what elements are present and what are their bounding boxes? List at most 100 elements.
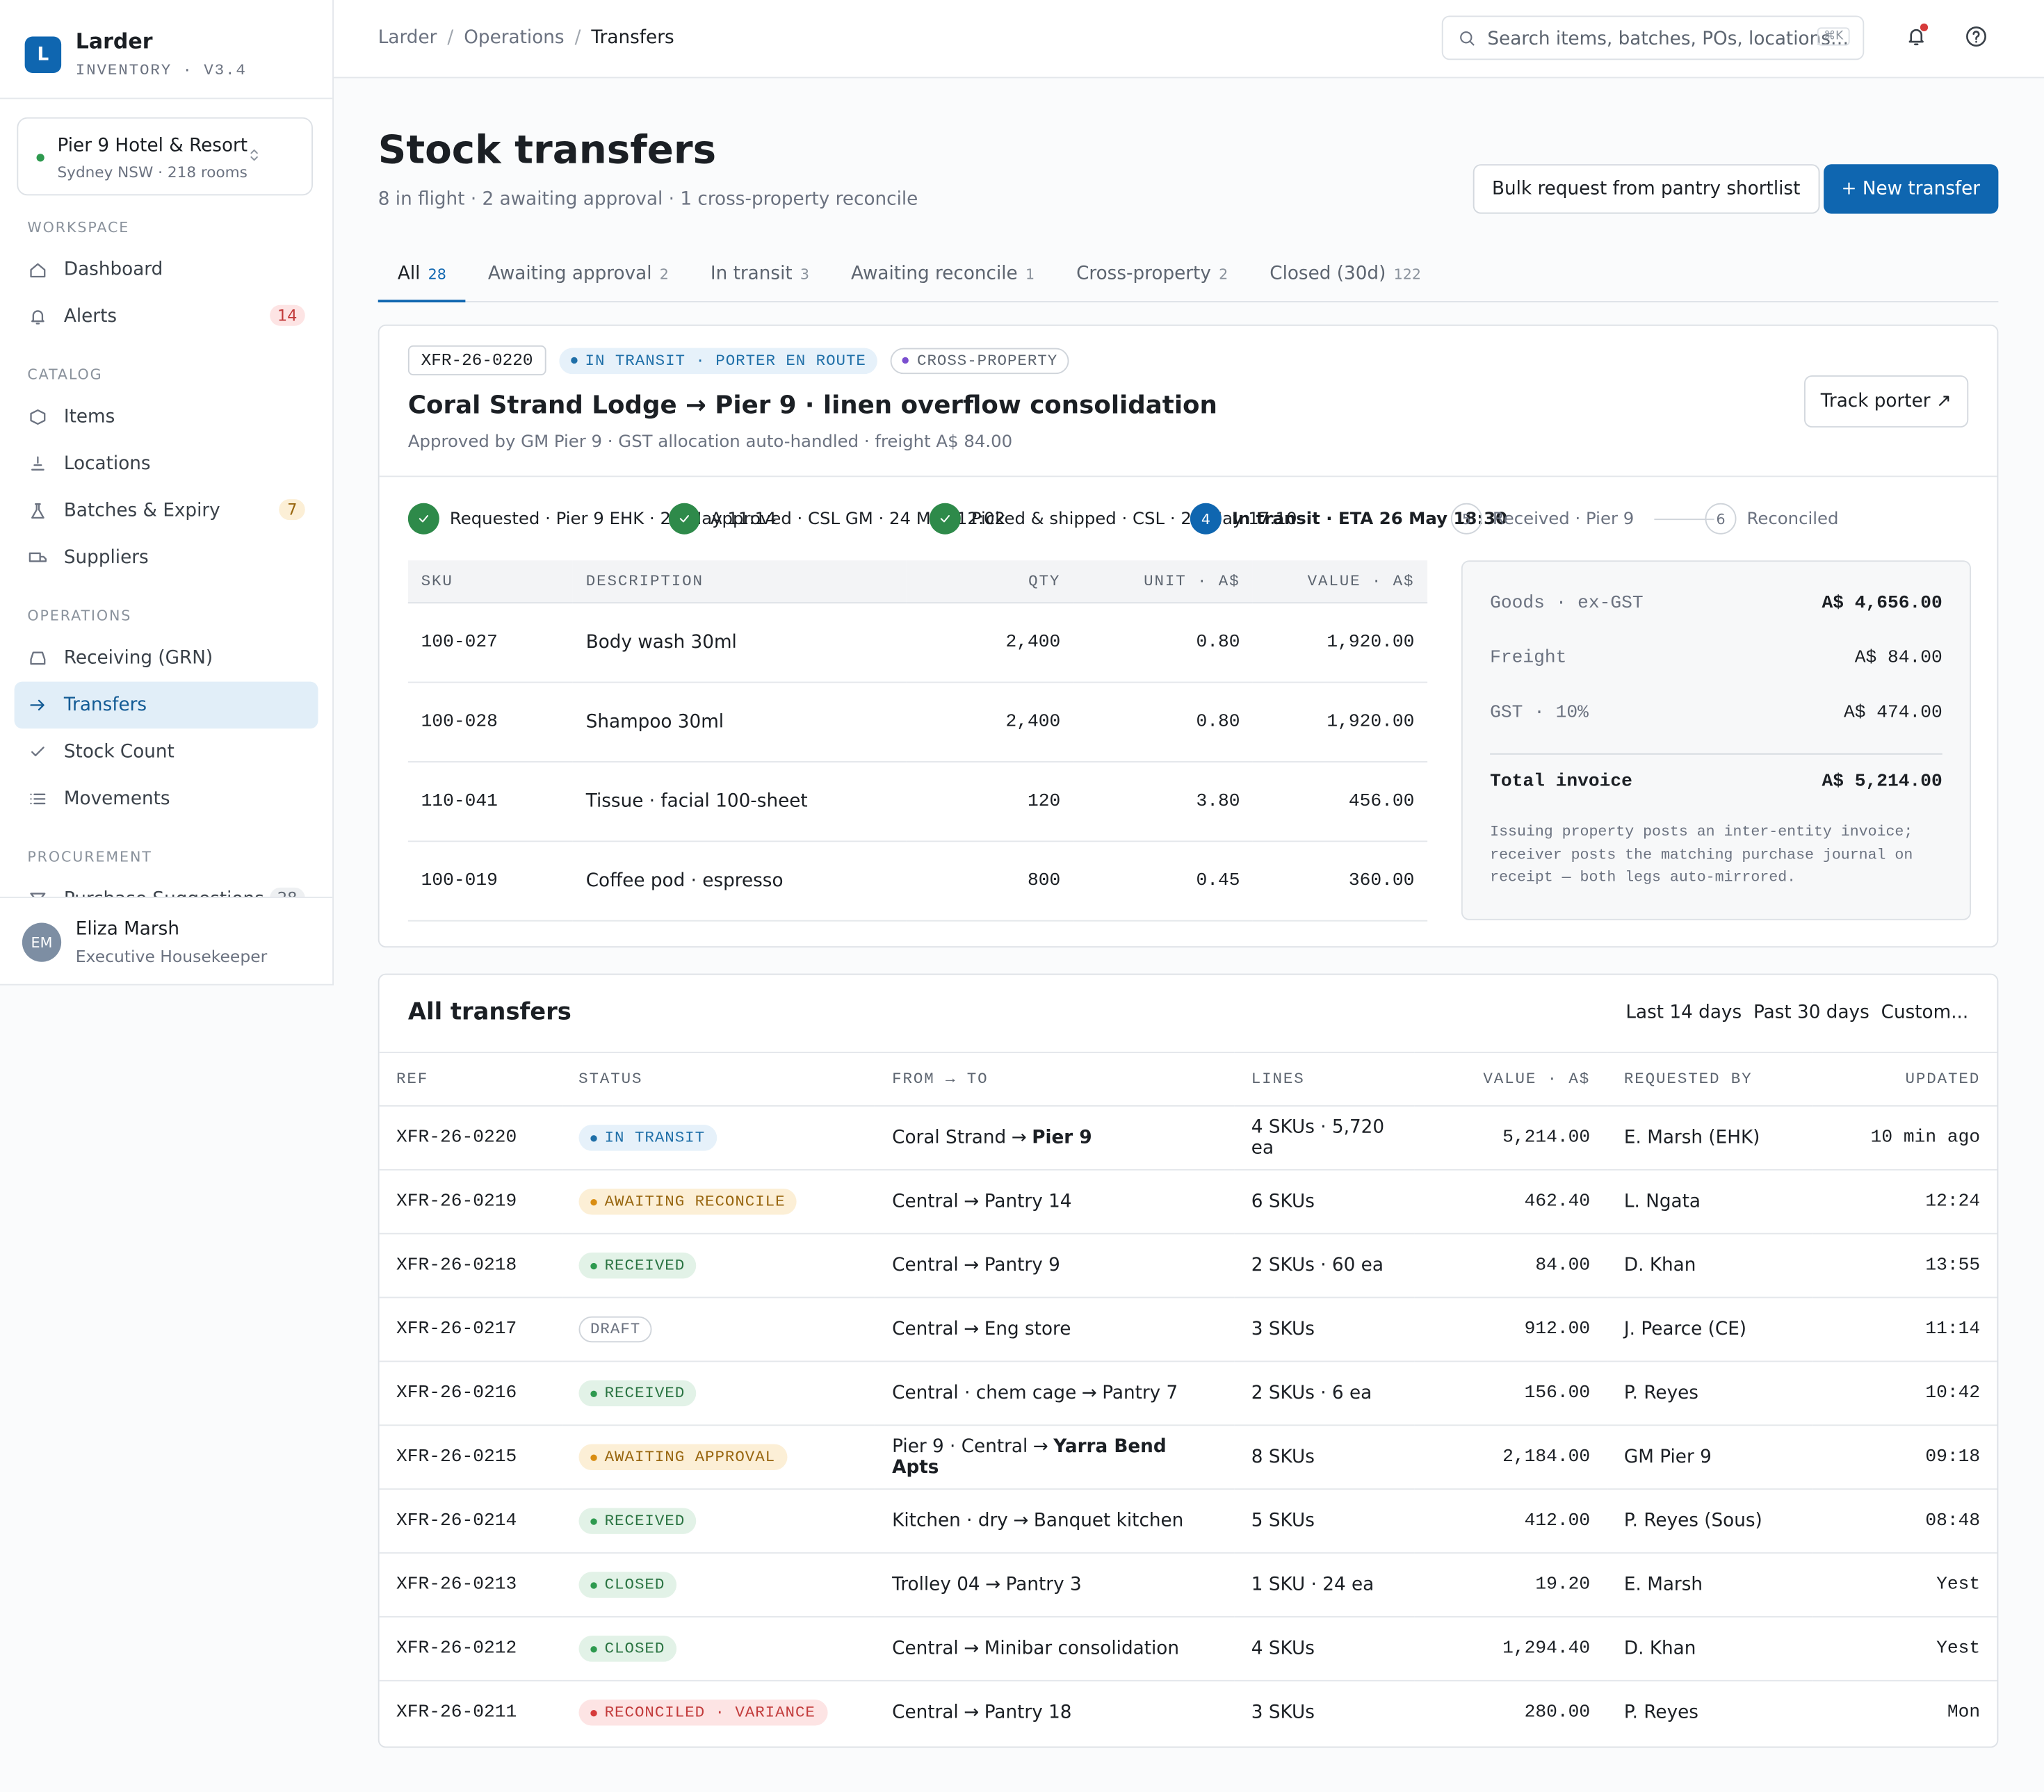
nav-label: Stock Count	[63, 741, 175, 763]
summary-row: Freight A$ 84.00	[1490, 631, 1942, 686]
requested-by: J. Pearce (CE)	[1607, 1297, 1812, 1362]
nav-label: Items	[63, 407, 115, 427]
status: AWAITING RECONCILE	[561, 1169, 875, 1235]
tab[interactable]: In transit 3	[691, 245, 829, 302]
nav-icon	[31, 747, 44, 756]
range-option[interactable]: Last 14 days	[1625, 1002, 1742, 1023]
tab[interactable]: Closed (30d) 122	[1250, 245, 1441, 302]
status-text: RECEIVED	[604, 1384, 686, 1403]
nav-item[interactable]: Receiving (GRN)	[15, 635, 318, 682]
breadcrumb-item[interactable]: Larder	[378, 27, 437, 49]
status-pill: CLOSED	[578, 1572, 677, 1598]
check	[679, 515, 689, 523]
route: Central → Pantry 9	[875, 1233, 1235, 1298]
tab[interactable]: All 28	[378, 245, 467, 302]
route-to: Pantry 3	[1005, 1574, 1082, 1595]
value: 912.00	[1413, 1297, 1607, 1362]
check	[419, 515, 428, 523]
column-header: DESCRIPTION	[572, 560, 906, 604]
nav-item[interactable]: Purchase Suggestions 28	[15, 876, 318, 897]
route-from: Kitchen · dry	[892, 1510, 1008, 1532]
cell: 1,920.00	[1253, 603, 1428, 683]
nav-icon	[30, 263, 46, 278]
nav-item[interactable]: Stock Count	[15, 728, 318, 776]
brand-name: Larder	[75, 28, 153, 54]
breadcrumb-item[interactable]: Operations	[464, 27, 565, 49]
cell: 100-028	[407, 682, 573, 763]
transfer-row[interactable]: XFR-26-0220 IN TRANSIT Coral Strand → Pier 9…	[379, 1105, 1997, 1171]
nav-item[interactable]: Locations	[15, 441, 318, 488]
route-from: Pier 9 · Central	[892, 1436, 1028, 1458]
transfer-row[interactable]: XFR-26-0214 RECEIVED Kitchen · dry → Banquet…	[379, 1489, 1997, 1554]
nav-item[interactable]: Suppliers	[15, 535, 318, 582]
spacer	[0, 340, 332, 356]
step-label: Requested · Pier 9 EHK · 24 May 11:14	[449, 509, 777, 529]
route-to: Pier 9	[1032, 1127, 1092, 1148]
line-row: 100-027 Body wash 30ml 2,400 0.80 1,920.00	[407, 603, 1428, 683]
cell: 456.00	[1253, 761, 1428, 842]
nav-icon	[30, 893, 46, 897]
search-placeholder: Search items, batches, POs, locations…	[1487, 28, 1849, 50]
search[interactable]: Search items, batches, POs, locations… ⌘K	[1441, 15, 1865, 60]
range-option[interactable]: Custom...	[1881, 1002, 1969, 1023]
ref: XFR-26-0211	[396, 1702, 517, 1723]
nav-label: Purchase Suggestions	[64, 889, 264, 897]
tab[interactable]: Awaiting approval 2	[469, 245, 688, 302]
property-switcher[interactable]: Pier 9 Hotel & Resort Sydney NSW · 218 ro…	[17, 117, 313, 196]
transfer-row[interactable]: XFR-26-0219 AWAITING RECONCILE Central → Pan…	[379, 1169, 1997, 1235]
breadcrumb-separator: /	[447, 27, 454, 49]
tab[interactable]: Cross-property 2	[1057, 245, 1247, 302]
section-title: All transfers	[407, 998, 571, 1026]
tab[interactable]: Awaiting reconcile 1	[832, 245, 1054, 302]
nav-section-title: PROCUREMENT	[27, 848, 152, 865]
transfer-row[interactable]: XFR-26-0215 AWAITING APPROVAL Pier 9 · Cen…	[379, 1425, 1997, 1490]
new-transfer-button[interactable]: + New transfer	[1823, 164, 1999, 214]
dot	[590, 1134, 597, 1141]
track-porter-button[interactable]: Track porter ↗	[1803, 375, 1969, 427]
tab-label: Closed (30d)	[1270, 263, 1386, 284]
nav-icon	[31, 503, 44, 519]
range-option[interactable]: Past 30 days	[1753, 1002, 1869, 1023]
nav-item[interactable]: Batches & Expiry 7	[15, 487, 318, 535]
transfer-row[interactable]: XFR-26-0216 RECEIVED Central · chem cage → P…	[379, 1361, 1997, 1426]
summary-label: GST · 10%	[1490, 702, 1589, 724]
cell: 360.00	[1253, 841, 1428, 922]
status: IN TRANSIT	[561, 1105, 875, 1171]
search-icon	[1459, 30, 1475, 52]
transfer-row[interactable]: XFR-26-0211 RECONCILED · VARIANCE Central →…	[380, 1681, 1997, 1744]
route: Pier 9 · Central → Yarra Bend Apts	[875, 1425, 1235, 1490]
tab-label: Cross-property	[1076, 263, 1211, 284]
bulk-request-button[interactable]: Bulk request from pantry shortlist	[1472, 164, 1820, 214]
page-subtitle: 8 in flight · 2 awaiting approval · 1 cr…	[378, 188, 918, 210]
step-connector	[1655, 518, 1715, 520]
step-number: 6	[1716, 510, 1726, 528]
tab-count: 2	[659, 266, 669, 283]
status-dot	[36, 154, 44, 162]
property-sub: Sydney NSW · 218 rooms	[57, 163, 248, 181]
nav-item[interactable]: Dashboard	[15, 246, 318, 293]
route-from: Central	[892, 1702, 959, 1723]
nav-item[interactable]: Transfers	[14, 681, 318, 729]
nav-icon	[30, 409, 46, 425]
progress-steps: Requested · Pier 9 EHK · 24 May 11:14 App…	[407, 503, 1972, 537]
nav-item[interactable]: Items	[15, 393, 318, 441]
route: Central → Pantry 18	[875, 1681, 1235, 1744]
ref: XFR-26-0217	[379, 1297, 562, 1362]
nav-label: Batches & Expiry	[63, 500, 220, 521]
route-arrow: →	[1081, 1383, 1097, 1404]
transfer-row[interactable]: XFR-26-0217 DRAFT Central → Eng store 3 SKUs 9…	[379, 1297, 1997, 1362]
line-items: SKU DESCRIPTION QTY UNIT · A$ VALUE · A$ 100-…	[407, 560, 1428, 922]
dot	[590, 1645, 597, 1652]
help[interactable]	[1966, 26, 1987, 53]
notifications[interactable]	[1906, 23, 1929, 53]
transfer-row[interactable]: XFR-26-0212 CLOSED Central → Minibar consoli…	[379, 1616, 1997, 1681]
nav-item[interactable]: Alerts 14	[15, 293, 318, 341]
nav-item[interactable]: Movements	[15, 776, 318, 823]
status-pill: IN TRANSIT	[578, 1125, 717, 1151]
step-number: 4	[1201, 510, 1210, 528]
cell: 110-041	[407, 761, 573, 842]
summary-value: A$ 4,656.00	[1822, 593, 1942, 614]
status-text: IN TRANSIT	[604, 1128, 706, 1147]
